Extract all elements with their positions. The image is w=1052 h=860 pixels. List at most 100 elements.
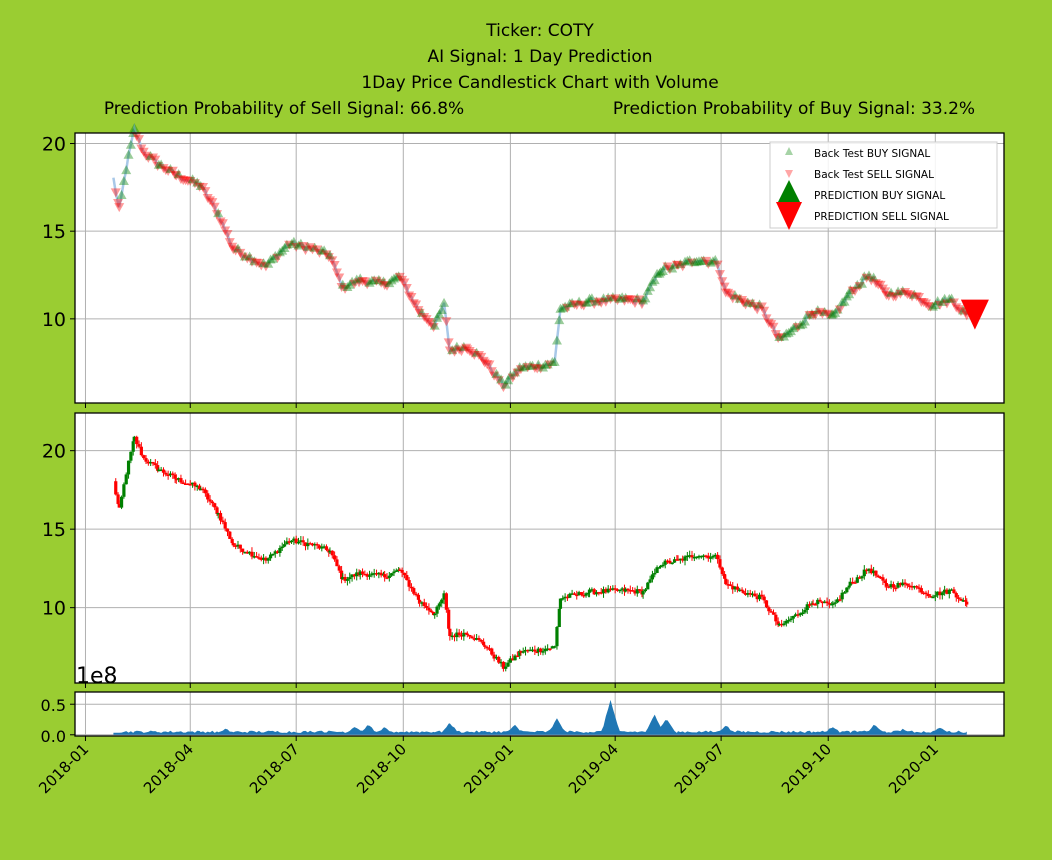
backtest-buy-marker bbox=[471, 347, 482, 357]
backtest-sell-marker bbox=[900, 287, 911, 297]
candle-body bbox=[847, 585, 851, 588]
candle-body bbox=[213, 503, 217, 508]
candle-body bbox=[657, 567, 662, 569]
backtest-buy-marker bbox=[707, 256, 718, 266]
backtest-sell-marker bbox=[854, 282, 865, 292]
candle-body bbox=[216, 512, 220, 515]
candle-body bbox=[961, 600, 965, 602]
backtest-sell-marker bbox=[423, 318, 434, 328]
candle-body bbox=[896, 583, 900, 588]
candle-body bbox=[521, 651, 525, 653]
backtest-sell-marker bbox=[114, 203, 125, 213]
candle-body bbox=[320, 546, 324, 549]
backtest-sell-marker bbox=[916, 297, 927, 307]
candle-body bbox=[177, 478, 181, 480]
candle-body bbox=[917, 587, 921, 589]
backtest-buy-marker bbox=[691, 256, 702, 266]
backtest-sell-marker bbox=[401, 284, 412, 294]
backtest-buy-marker bbox=[710, 254, 721, 264]
candle-body bbox=[236, 544, 240, 547]
backtest-sell-marker bbox=[719, 282, 730, 292]
backtest-sell-marker bbox=[759, 306, 770, 316]
candle-body bbox=[956, 597, 961, 599]
backtest-buy-marker bbox=[927, 301, 938, 311]
candle-body bbox=[690, 555, 694, 558]
candle-body bbox=[678, 558, 682, 561]
backtest-sell-marker bbox=[720, 288, 731, 298]
candle-body bbox=[144, 458, 148, 462]
candle-body bbox=[887, 586, 891, 588]
backtest-sell-marker bbox=[776, 333, 787, 343]
candle-body bbox=[492, 654, 496, 659]
backtest-buy-marker bbox=[393, 271, 404, 281]
candle-body bbox=[546, 648, 550, 650]
backtest-sell-marker bbox=[770, 330, 781, 340]
legend-box bbox=[769, 141, 998, 229]
backtest-buy-marker bbox=[302, 241, 313, 251]
backtest-sell-marker bbox=[215, 217, 226, 227]
candle-body bbox=[613, 588, 617, 590]
backtest-buy-marker bbox=[852, 279, 863, 289]
backtest-sell-marker bbox=[600, 297, 611, 307]
candle-body bbox=[606, 588, 610, 593]
candle-body bbox=[210, 501, 214, 504]
candle-body bbox=[798, 613, 802, 616]
backtest-sell-marker bbox=[194, 182, 205, 192]
candle-body bbox=[255, 556, 259, 558]
candle-body bbox=[787, 620, 791, 622]
backtest-buy-marker bbox=[841, 291, 852, 301]
volume-area bbox=[113, 699, 967, 735]
candle-body bbox=[695, 556, 699, 559]
candle-body bbox=[699, 555, 703, 558]
candle-body bbox=[908, 585, 912, 588]
backtest-sell-marker bbox=[454, 345, 465, 355]
backtest-buy-marker bbox=[293, 240, 304, 250]
candle-body bbox=[767, 607, 771, 612]
backtest-buy-marker bbox=[607, 292, 618, 302]
prob-sell-label: Prediction Probability of Sell Signal: 6… bbox=[104, 99, 464, 119]
backtest-sell-marker bbox=[246, 257, 257, 267]
backtest-sell-marker bbox=[529, 363, 540, 373]
candle-body bbox=[159, 469, 163, 471]
candle-body bbox=[183, 483, 188, 485]
candle-body bbox=[151, 462, 155, 464]
candle-body bbox=[330, 550, 334, 556]
legend-prediction-buy-label: PREDICTION BUY SIGNAL bbox=[814, 190, 945, 202]
backtest-buy-marker bbox=[958, 305, 969, 315]
candle-body bbox=[472, 638, 476, 640]
backtest-buy-marker bbox=[416, 307, 427, 317]
candle-body bbox=[390, 573, 394, 576]
candle-body bbox=[655, 567, 659, 573]
backtest-buy-marker bbox=[754, 299, 765, 309]
candle-body bbox=[452, 635, 457, 638]
backtest-buy-marker bbox=[939, 293, 950, 303]
candle-body bbox=[855, 577, 859, 583]
backtest-buy-marker bbox=[232, 243, 243, 253]
backtest-sell-marker bbox=[428, 323, 439, 333]
candle-body bbox=[789, 618, 793, 621]
backtest-sell-marker bbox=[810, 310, 821, 320]
backtest-sell-marker bbox=[522, 363, 533, 373]
backtest-sell-marker bbox=[170, 170, 181, 180]
backtest-sell-marker bbox=[217, 219, 228, 229]
candle-body bbox=[427, 607, 431, 611]
candle-body bbox=[842, 592, 847, 594]
candle-body bbox=[658, 565, 663, 568]
backtest-sell-marker bbox=[376, 278, 387, 288]
backtest-sell-marker bbox=[334, 273, 345, 283]
candle-body bbox=[259, 557, 263, 560]
backtest-sell-marker bbox=[752, 305, 763, 315]
y-tick-label: 15 bbox=[42, 519, 66, 541]
backtest-buy-marker bbox=[451, 341, 462, 351]
backtest-buy-marker bbox=[564, 298, 575, 308]
candle-body bbox=[448, 628, 452, 637]
candle-body bbox=[370, 573, 374, 576]
candle-body bbox=[372, 573, 376, 575]
backtest-buy-marker bbox=[863, 270, 874, 280]
backtest-buy-marker bbox=[324, 250, 335, 260]
candle-body bbox=[672, 559, 677, 563]
backtest-buy-marker bbox=[551, 335, 562, 345]
signal-markers bbox=[110, 123, 972, 393]
backtest-sell-marker bbox=[870, 279, 881, 289]
candle-body bbox=[231, 543, 235, 546]
